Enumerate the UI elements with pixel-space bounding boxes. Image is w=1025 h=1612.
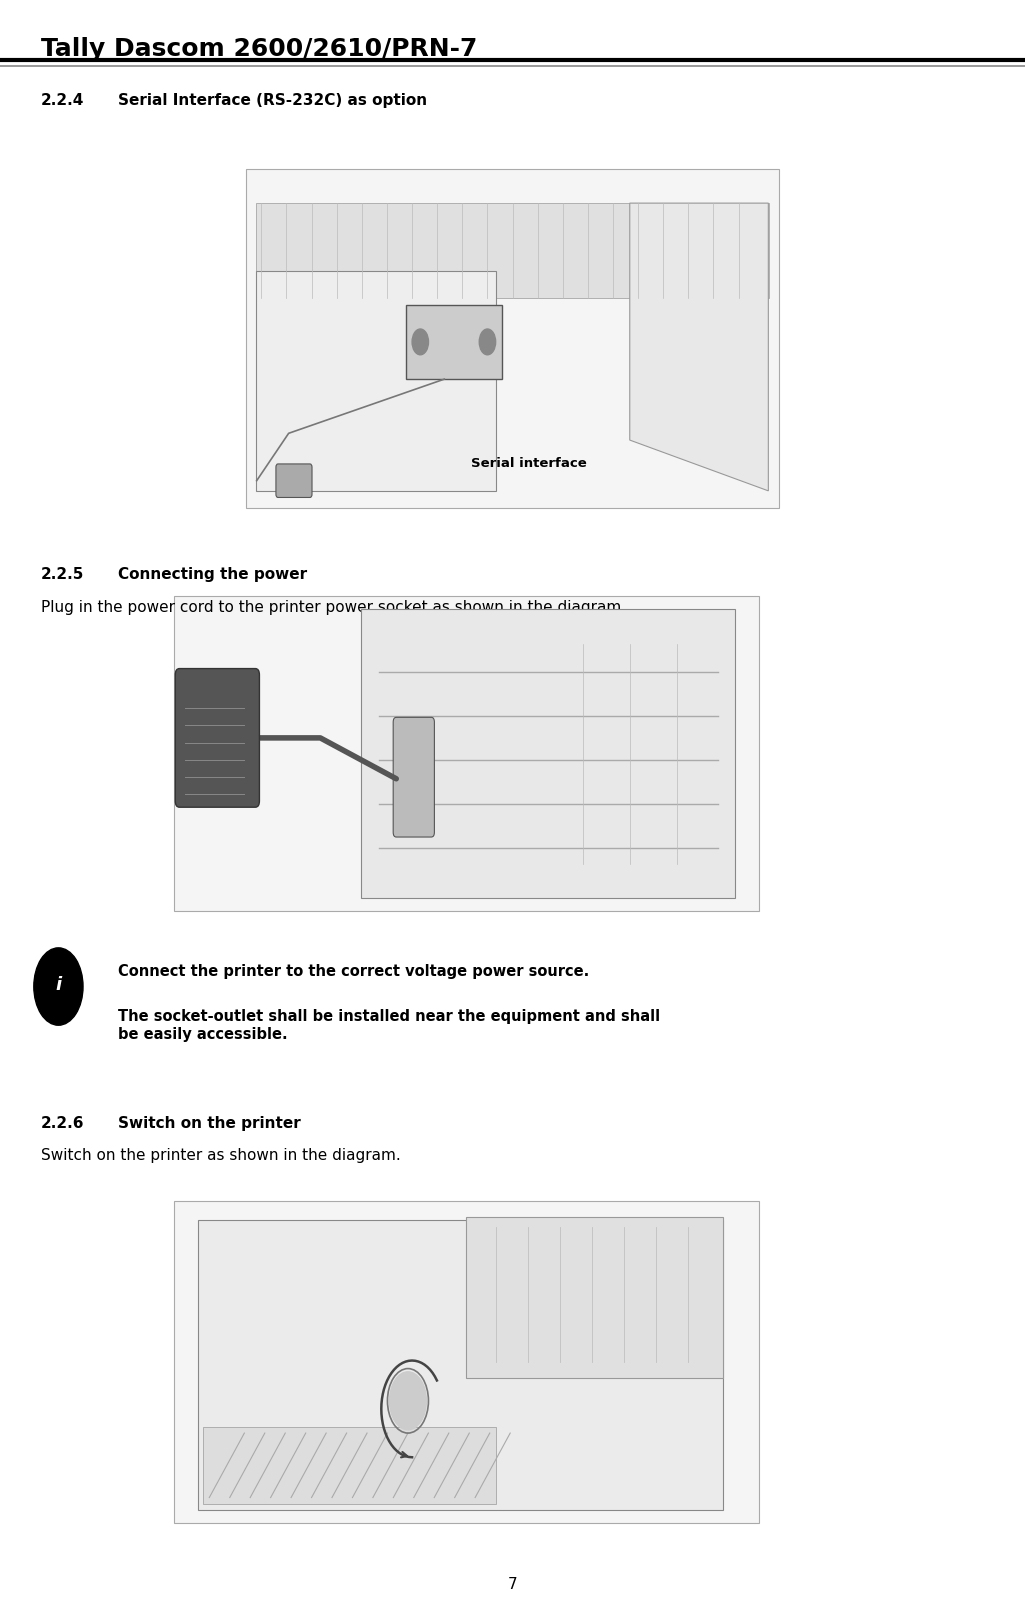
FancyBboxPatch shape: [175, 669, 259, 808]
Polygon shape: [203, 1427, 496, 1504]
Text: 2.2.5: 2.2.5: [41, 567, 84, 582]
FancyBboxPatch shape: [256, 271, 496, 490]
FancyBboxPatch shape: [406, 305, 502, 379]
Text: 7: 7: [507, 1577, 518, 1591]
Circle shape: [34, 948, 83, 1025]
Text: Serial Interface (RS-232C) as option: Serial Interface (RS-232C) as option: [118, 93, 427, 108]
FancyBboxPatch shape: [246, 169, 779, 508]
FancyBboxPatch shape: [174, 1201, 758, 1523]
FancyBboxPatch shape: [276, 464, 312, 498]
Text: Switch on the printer: Switch on the printer: [118, 1116, 300, 1130]
Text: Connecting the power: Connecting the power: [118, 567, 308, 582]
Text: 2.2.6: 2.2.6: [41, 1116, 84, 1130]
FancyBboxPatch shape: [256, 203, 769, 298]
FancyBboxPatch shape: [394, 717, 435, 837]
FancyBboxPatch shape: [361, 609, 735, 898]
Circle shape: [412, 329, 428, 355]
Text: Tally Dascom 2600/2610/PRN-7: Tally Dascom 2600/2610/PRN-7: [41, 37, 478, 61]
Text: 2.2.4: 2.2.4: [41, 93, 84, 108]
Text: The socket-outlet shall be installed near the equipment and shall
be easily acce: The socket-outlet shall be installed nea…: [118, 1009, 660, 1041]
Circle shape: [480, 329, 496, 355]
Text: Switch on the printer as shown in the diagram.: Switch on the printer as shown in the di…: [41, 1148, 401, 1162]
Text: i: i: [55, 975, 62, 995]
Polygon shape: [629, 203, 769, 490]
FancyBboxPatch shape: [174, 596, 758, 911]
Circle shape: [390, 1372, 426, 1430]
Text: Connect the printer to the correct voltage power source.: Connect the printer to the correct volta…: [118, 964, 589, 978]
FancyBboxPatch shape: [198, 1220, 724, 1510]
FancyBboxPatch shape: [466, 1217, 724, 1378]
Text: Plug in the power cord to the printer power socket as shown in the diagram.: Plug in the power cord to the printer po…: [41, 600, 626, 614]
Text: Serial interface: Serial interface: [470, 458, 586, 471]
